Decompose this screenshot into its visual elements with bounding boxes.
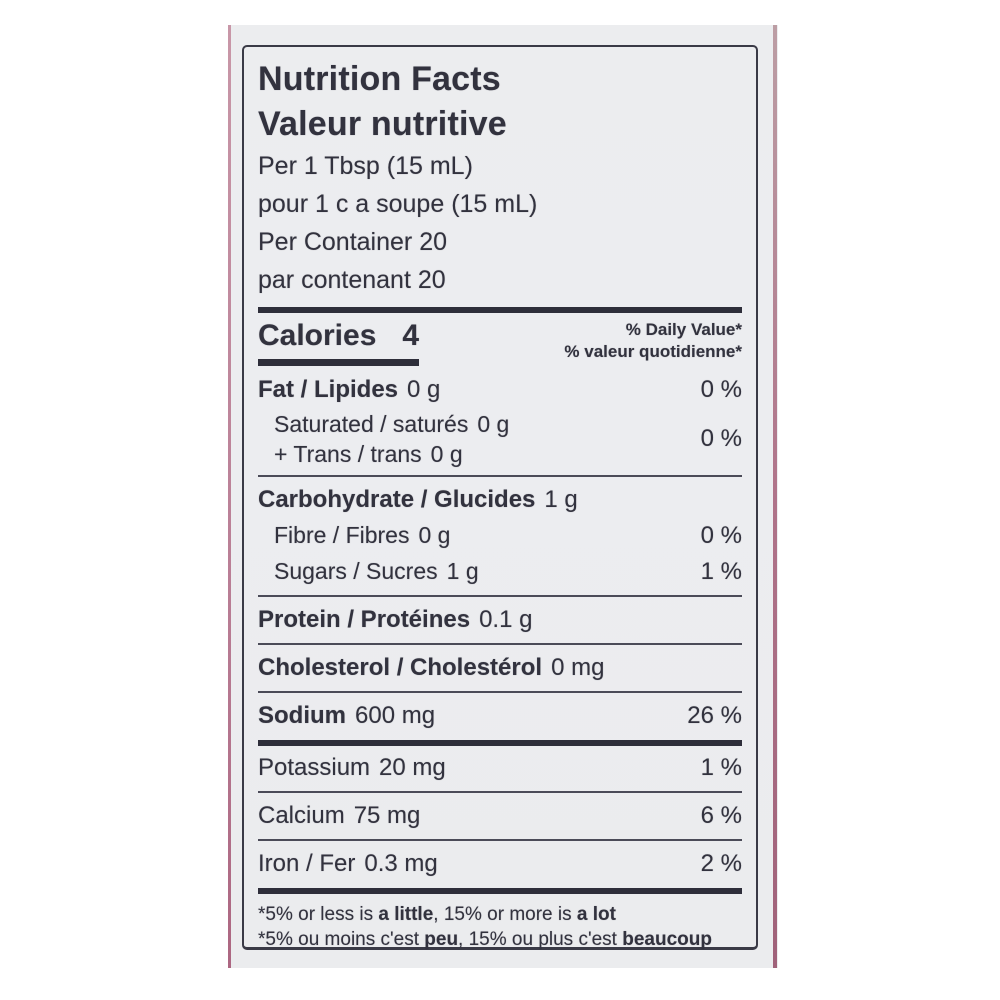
carbohydrate-label: Carbohydrate / Glucides <box>258 486 536 513</box>
calcium-daily-value: 6 % <box>700 802 742 829</box>
nutrient-row-sodium: Sodium 600 mg 26 % <box>258 698 742 734</box>
footnote-en-text: , 15% or more is <box>433 904 577 925</box>
trans-label: + Trans / trans <box>274 441 422 467</box>
nutrient-name-amount: Potassium 20 mg <box>258 751 446 785</box>
nutrient-row-carbohydrate: Carbohydrate / Glucides 1 g <box>258 482 742 518</box>
calcium-amount: 75 mg <box>353 802 421 829</box>
trans-amount: 0 g <box>430 441 463 467</box>
nutrient-row-fat: Fat / Lipides 0 g 0 % <box>258 372 742 408</box>
fibre-daily-value: 0 % <box>700 522 742 549</box>
calcium-label: Calcium <box>258 802 345 829</box>
calories-row: Calories 4 % Daily Value* % valeur quotid… <box>258 317 742 366</box>
footnotes: *5% or less is a little, 15% or more is … <box>258 902 742 952</box>
cholesterol-label: Cholesterol / Cholestérol <box>258 654 543 681</box>
footnote-fr-text: , 15% ou plus c'est <box>458 929 623 950</box>
divider-thin <box>258 595 742 597</box>
sodium-label: Sodium <box>258 702 346 729</box>
iron-label: Iron / Fer <box>258 850 356 877</box>
sodium-daily-value: 26 % <box>687 702 742 729</box>
calories-value: Calories 4 <box>258 317 419 366</box>
iron-daily-value: 2 % <box>700 850 742 877</box>
nutrient-row-iron: Iron / Fer 0.3 mg 2 % <box>258 846 742 882</box>
daily-value-header-fr: % valeur quotidienne* <box>564 342 742 361</box>
divider-thin <box>258 839 742 841</box>
fibre-label: Fibre / Fibres <box>274 522 410 548</box>
nutrient-row-cholesterol: Cholesterol / Cholestérol 0 mg <box>258 650 742 686</box>
footnote-en: *5% or less is a little, 15% or more is … <box>258 902 742 927</box>
saturated-line: Saturated / saturés 0 g <box>274 409 509 439</box>
footnote-en-a-lot: a lot <box>576 904 616 925</box>
package-edge-right <box>773 25 777 968</box>
panel-title-en: Nutrition Facts <box>258 60 501 98</box>
protein-label: Protein / Protéines <box>258 606 471 633</box>
nutrient-row-fibre: Fibre / Fibres 0 g 0 % <box>258 518 742 554</box>
nutrient-row-calcium: Calcium 75 mg 6 % <box>258 798 742 834</box>
servings-per-container-en: Per Container 20 <box>258 228 448 256</box>
divider-thick <box>258 740 742 746</box>
sugars-label: Sugars / Sucres <box>274 558 438 584</box>
daily-value-header: % Daily Value* % valeur quotidienne* <box>564 317 742 363</box>
package-edge-left <box>228 25 231 968</box>
nutrient-name-amount: Fibre / Fibres 0 g <box>258 520 450 550</box>
divider-thin <box>258 791 742 793</box>
footnote-en-text: *5% or less is <box>258 904 379 925</box>
nutrient-name-amount: Protein / Protéines 0.1 g <box>258 603 532 637</box>
saturated-amount: 0 g <box>477 411 510 437</box>
divider-thick <box>258 888 742 894</box>
trans-line: + Trans / trans 0 g <box>274 439 509 469</box>
daily-value-header-en: % Daily Value* <box>625 320 742 339</box>
nutrient-name-amount: Carbohydrate / Glucides 1 g <box>258 483 578 517</box>
divider-thin <box>258 643 742 645</box>
sugars-amount: 1 g <box>446 558 479 584</box>
saturated-trans-daily-value: 0 % <box>700 425 742 452</box>
protein-amount: 0.1 g <box>479 606 533 633</box>
nutrition-facts-panel: Nutrition Facts Valeur nutritive Per 1 T… <box>242 45 758 950</box>
iron-amount: 0.3 mg <box>364 850 438 877</box>
panel-title-fr: Valeur nutritive <box>258 105 507 143</box>
carbohydrate-amount: 1 g <box>544 486 578 513</box>
fat-daily-value: 0 % <box>700 376 742 403</box>
divider-thin <box>258 691 742 693</box>
footnote-fr-peu: peu <box>424 929 459 950</box>
fat-label: Fat / Lipides <box>258 376 399 403</box>
servings-per-container-fr: par contenant 20 <box>258 266 446 294</box>
nutrient-name-amount: Sugars / Sucres 1 g <box>258 556 479 586</box>
footnote-fr-beaucoup: beaucoup <box>622 929 712 950</box>
serving-size-en: Per 1 Tbsp (15 mL) <box>258 152 473 180</box>
sugars-daily-value: 1 % <box>700 558 742 585</box>
nutrient-name-amount: Fat / Lipides 0 g <box>258 373 440 407</box>
footnote-en-a-little: a little <box>378 904 434 925</box>
calories-label: Calories <box>258 319 377 352</box>
divider-thick <box>258 307 742 313</box>
fibre-amount: 0 g <box>418 522 451 548</box>
potassium-label: Potassium <box>258 754 371 781</box>
nutrient-name-amount: Iron / Fer 0.3 mg <box>258 847 438 881</box>
nutrient-name-amount: Cholesterol / Cholestérol 0 mg <box>258 651 604 685</box>
nutrient-row-sugars: Sugars / Sucres 1 g 1 % <box>258 554 742 590</box>
label-photo: Nutrition Facts Valeur nutritive Per 1 T… <box>228 25 778 968</box>
calories-number: 4 <box>402 319 420 352</box>
footnote-fr-text: *5% ou moins c'est <box>258 929 425 950</box>
sodium-amount: 600 mg <box>355 702 436 729</box>
saturated-label: Saturated / saturés <box>274 411 469 437</box>
nutrient-row-saturated-trans: Saturated / saturés 0 g + Trans / trans 0 … <box>258 408 742 470</box>
nutrient-name-amount: Calcium 75 mg <box>258 799 420 833</box>
potassium-amount: 20 mg <box>379 754 446 781</box>
footnote-fr: *5% ou moins c'est peu, 15% ou plus c'es… <box>258 927 742 952</box>
nutrient-row-protein: Protein / Protéines 0.1 g <box>258 602 742 638</box>
potassium-daily-value: 1 % <box>700 754 742 781</box>
fat-amount: 0 g <box>407 376 441 403</box>
saturated-trans-lines: Saturated / saturés 0 g + Trans / trans 0 … <box>258 409 509 469</box>
divider-thin <box>258 475 742 477</box>
cholesterol-amount: 0 mg <box>551 654 605 681</box>
serving-size-fr: pour 1 c a soupe (15 mL) <box>258 190 538 218</box>
nutrient-name-amount: Sodium 600 mg <box>258 699 435 733</box>
nutrient-row-potassium: Potassium 20 mg 1 % <box>258 750 742 786</box>
